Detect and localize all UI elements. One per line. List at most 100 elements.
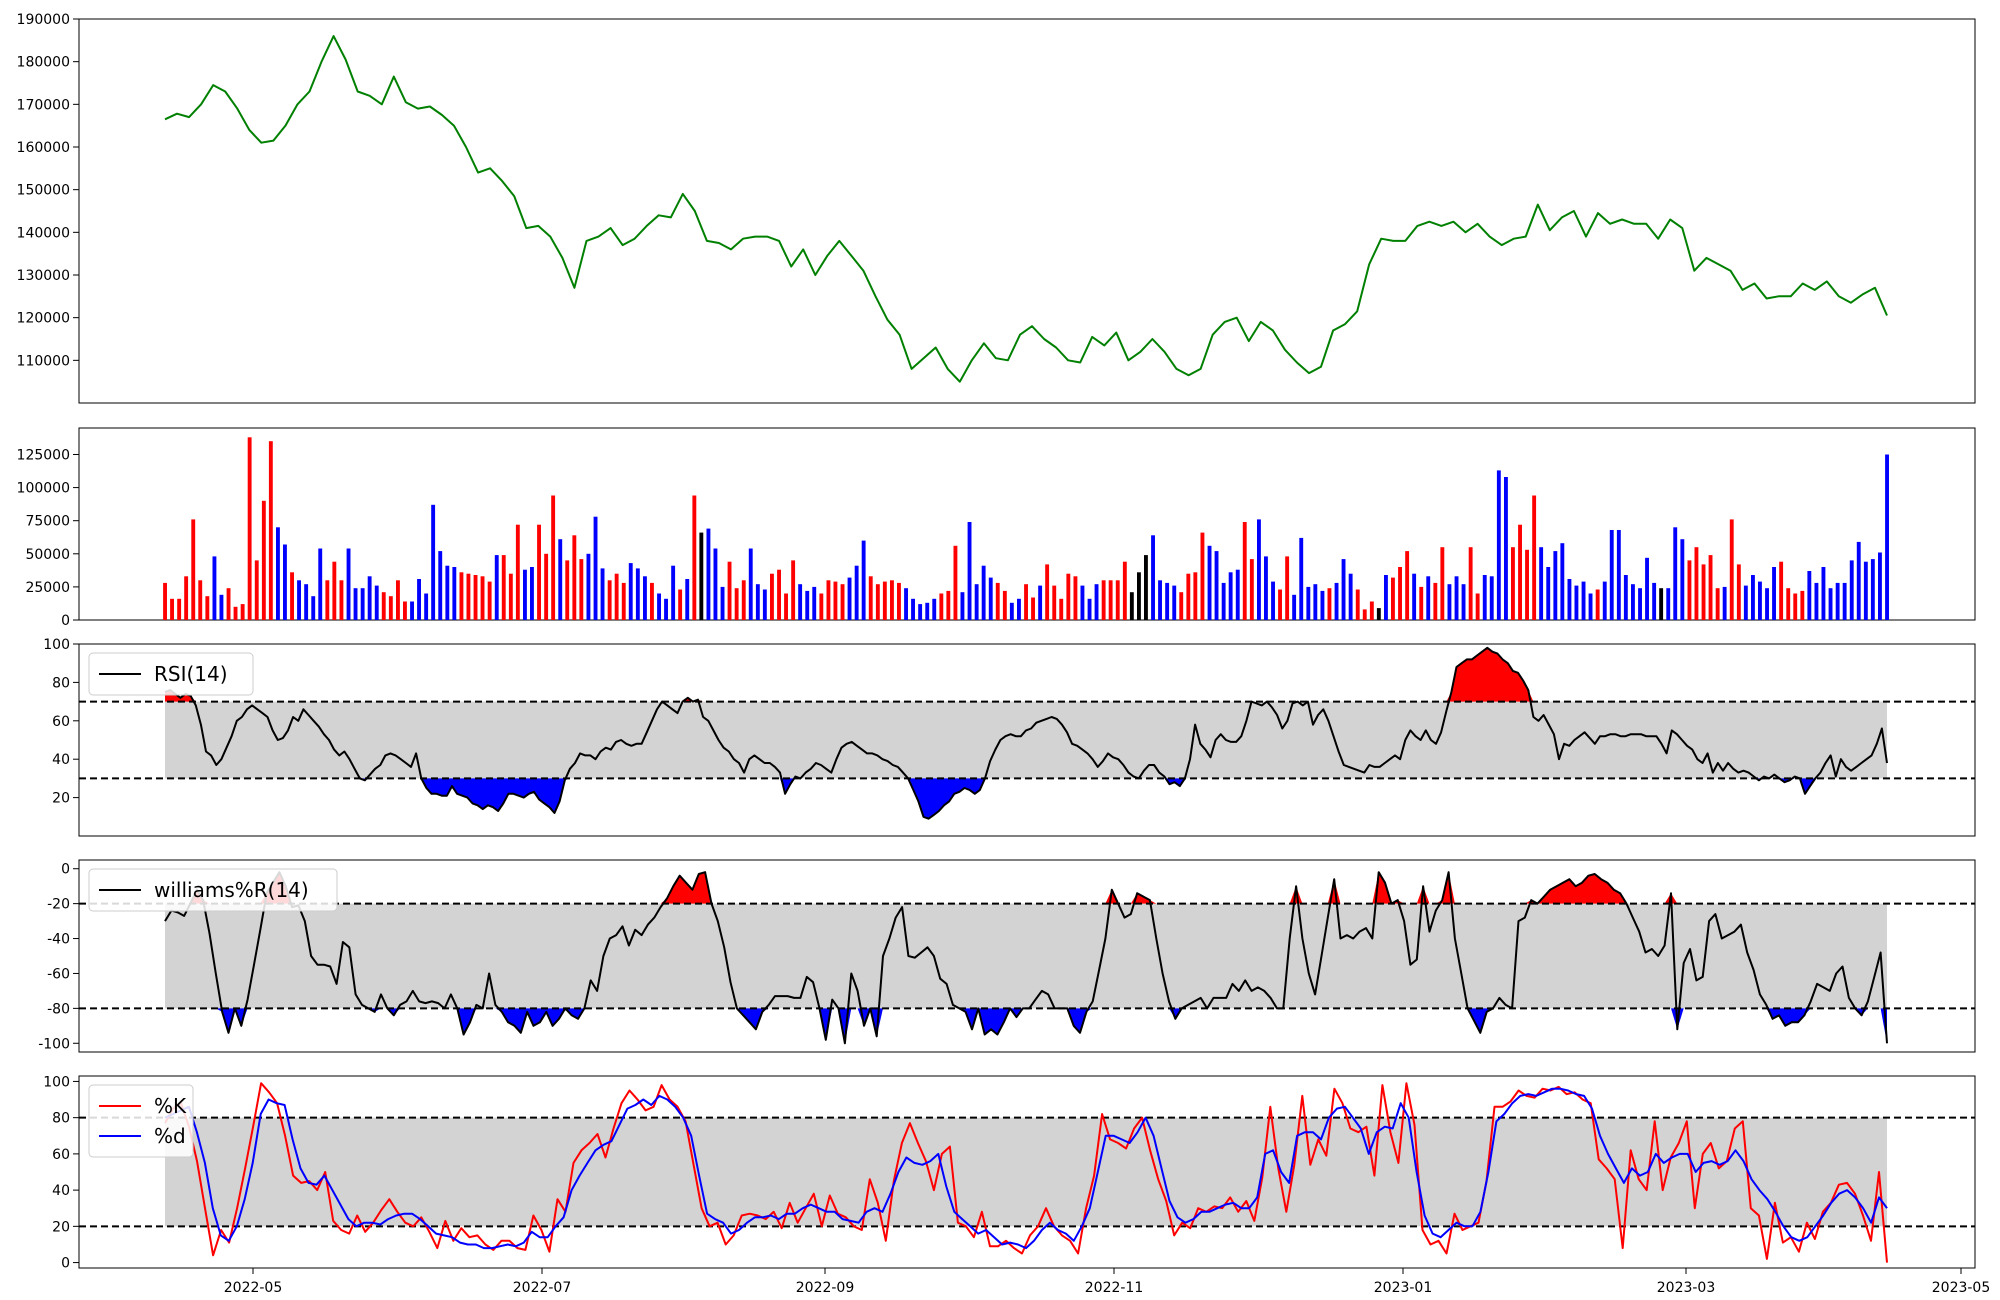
volume-bar bbox=[586, 553, 591, 620]
volume-bar bbox=[360, 588, 365, 620]
volume-bar bbox=[346, 548, 351, 620]
volume-bar bbox=[1327, 588, 1332, 620]
volume-bar bbox=[1017, 598, 1021, 620]
volume-bar bbox=[480, 576, 485, 620]
volume-bar bbox=[1878, 552, 1882, 620]
volume-bar bbox=[812, 586, 817, 620]
price-ytick-label: 120000 bbox=[17, 311, 70, 327]
volume-bar bbox=[974, 584, 979, 620]
volume-bar bbox=[706, 528, 711, 620]
volume-bar bbox=[276, 527, 280, 620]
price-ytick-label: 170000 bbox=[17, 97, 70, 113]
volume-bar bbox=[727, 561, 732, 620]
volume-bar bbox=[445, 565, 450, 620]
volume-bar bbox=[530, 567, 534, 620]
volume-bar bbox=[1207, 545, 1212, 620]
volume-bar bbox=[247, 437, 252, 620]
volume-bar bbox=[854, 565, 859, 620]
volume-bar bbox=[741, 580, 746, 620]
rsi-overbought-fill bbox=[165, 647, 1534, 702]
volume-bar bbox=[1235, 569, 1240, 620]
rsi-frame bbox=[78, 643, 1976, 837]
volume-bar bbox=[1631, 584, 1635, 620]
volume-bar bbox=[1334, 582, 1339, 620]
volume-bar bbox=[177, 598, 182, 620]
volume-bar bbox=[1666, 588, 1671, 620]
volume-bar bbox=[473, 575, 478, 620]
volume-bar bbox=[1038, 585, 1043, 620]
volume-bar bbox=[1546, 567, 1551, 620]
volume-bar bbox=[1828, 588, 1833, 620]
williams-legend-label: williams%R(14) bbox=[154, 878, 309, 902]
volume-bar bbox=[1489, 576, 1494, 620]
volume-bar bbox=[558, 539, 563, 620]
volume-bar bbox=[1659, 588, 1664, 620]
volume-bar bbox=[565, 560, 570, 620]
volume-bar bbox=[1532, 495, 1537, 620]
volume-bar bbox=[614, 573, 619, 620]
rsi-oversold-fill bbox=[359, 778, 1816, 819]
volume-bar bbox=[762, 589, 767, 620]
volume-bar bbox=[650, 582, 654, 620]
volume-bar bbox=[1440, 547, 1445, 620]
williams-ytick-label: -60 bbox=[47, 966, 70, 982]
volume-bar bbox=[699, 532, 704, 620]
volume-ytick-label: 75000 bbox=[25, 514, 70, 530]
price-ytick-label: 180000 bbox=[17, 55, 70, 71]
volume-bar bbox=[410, 601, 414, 620]
volume-ytick-label: 0 bbox=[61, 613, 70, 629]
volume-ytick-label: 50000 bbox=[25, 547, 70, 563]
volume-bar bbox=[628, 563, 633, 620]
price-line bbox=[164, 35, 1888, 383]
volume-bar bbox=[579, 559, 584, 620]
volume-bar bbox=[1588, 593, 1593, 620]
volume-bar bbox=[1158, 580, 1162, 620]
volume-bar bbox=[1638, 588, 1642, 620]
volume-bar bbox=[826, 580, 831, 620]
volume-bar bbox=[1511, 547, 1515, 620]
rsi-ytick-label: 40 bbox=[52, 752, 70, 768]
volume-bar bbox=[1623, 575, 1628, 620]
volume-bar bbox=[1320, 590, 1325, 620]
volume-bar bbox=[1024, 584, 1028, 620]
rsi-ytick-label: 20 bbox=[52, 791, 70, 807]
volume-bar bbox=[1772, 567, 1776, 620]
volume-bar bbox=[1595, 589, 1600, 620]
volume-bar bbox=[240, 604, 245, 620]
volume-bar bbox=[1355, 589, 1360, 620]
volume-bar bbox=[1743, 585, 1748, 620]
stochastic-ytick-label: 20 bbox=[52, 1219, 70, 1235]
volume-bar bbox=[1715, 588, 1720, 620]
volume-bar bbox=[685, 579, 690, 620]
rsi-ytick-label: 80 bbox=[52, 675, 70, 691]
volume-bar bbox=[657, 593, 661, 620]
volume-bar bbox=[1369, 601, 1374, 620]
volume-bar bbox=[1073, 576, 1078, 620]
volume-bar bbox=[1835, 582, 1840, 620]
volume-bar bbox=[840, 584, 845, 620]
williams-legend bbox=[88, 868, 338, 912]
volume-bar bbox=[1751, 575, 1755, 620]
volume-bar bbox=[791, 560, 796, 620]
volume-bar bbox=[1193, 572, 1198, 620]
volume-bar bbox=[1214, 551, 1219, 620]
volume-bar bbox=[1384, 575, 1388, 620]
volume-bar bbox=[671, 565, 676, 620]
stochastic-d-line bbox=[164, 1087, 1888, 1250]
volume-bar bbox=[1264, 556, 1268, 620]
volume-bar bbox=[1341, 559, 1346, 620]
volume-bar bbox=[438, 551, 443, 620]
volume-bar bbox=[1525, 549, 1529, 620]
volume-bar bbox=[459, 572, 464, 620]
volume-bar bbox=[1094, 584, 1099, 620]
volume-bar bbox=[981, 565, 986, 620]
volume-bar bbox=[268, 441, 273, 620]
volume-bar bbox=[1362, 609, 1367, 620]
volume-bar bbox=[1539, 547, 1544, 620]
volume-bar bbox=[664, 598, 668, 620]
volume-bar bbox=[551, 495, 556, 620]
volume-bar bbox=[1518, 524, 1522, 620]
volume-bar bbox=[939, 593, 944, 620]
volume-bar bbox=[798, 584, 803, 620]
volume-bar bbox=[544, 553, 549, 620]
